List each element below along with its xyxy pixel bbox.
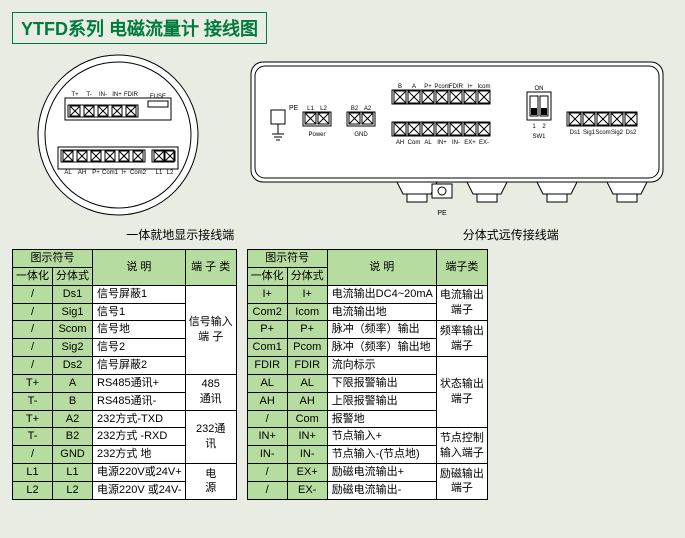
svg-text:AH: AH <box>396 140 404 146</box>
svg-text:Pcom: Pcom <box>435 84 450 90</box>
caption-left: 一体就地显示接线端 <box>126 226 234 243</box>
svg-text:EX-: EX- <box>479 140 489 146</box>
svg-text:IN-: IN- <box>99 92 107 98</box>
svg-text:L2: L2 <box>320 106 327 112</box>
svg-text:Scom: Scom <box>596 130 611 136</box>
svg-text:A2: A2 <box>364 106 372 112</box>
svg-text:L1: L1 <box>155 170 162 176</box>
svg-text:IN+: IN+ <box>112 92 122 98</box>
svg-text:L2: L2 <box>166 170 173 176</box>
svg-text:P+: P+ <box>424 84 432 90</box>
diagram-row: T+T-IN-IN+FDIRFUSE ALAHP+Com1I+Com2L1L2 … <box>12 50 673 220</box>
svg-text:P+: P+ <box>92 170 100 176</box>
svg-text:IN-: IN- <box>452 140 460 146</box>
diagram-integrated: T+ T- IN- IN+FDIR FUSE AL AH P+Com1I+Com2 L1 L2 <box>18 50 218 220</box>
svg-text:EX+: EX+ <box>464 140 476 146</box>
svg-text:ON: ON <box>535 86 544 92</box>
svg-text:T+: T+ <box>71 92 79 98</box>
svg-text:Power: Power <box>309 132 326 138</box>
svg-text:B2: B2 <box>351 106 359 112</box>
diagram-remote: PE Power L1 L2 GND B2 A2 B A P+PcomFDIR I+ Ico… <box>247 50 667 220</box>
svg-text:L1: L1 <box>307 106 314 112</box>
svg-text:B: B <box>398 84 402 90</box>
svg-text:PE: PE <box>289 105 299 112</box>
tables-row: 图示符号 说 明 端 子 类 一体化分体式/Ds1信号屏蔽1信号输入端 子/Si… <box>12 249 673 500</box>
svg-text:FDIR: FDIR <box>449 84 464 90</box>
svg-text:AL: AL <box>425 140 433 146</box>
svg-text:AH: AH <box>78 170 86 176</box>
svg-text:T-: T- <box>86 92 91 98</box>
svg-text:SW1: SW1 <box>533 134 547 140</box>
svg-text:Com1: Com1 <box>102 170 119 176</box>
svg-text:Sig2: Sig2 <box>611 130 624 136</box>
svg-text:Com: Com <box>408 140 421 146</box>
caption-right: 分体式远传接线端 <box>463 226 559 243</box>
svg-text:Com2: Com2 <box>130 170 147 176</box>
svg-text:A: A <box>412 84 416 90</box>
svg-text:I+: I+ <box>468 84 474 90</box>
svg-text:Ds2: Ds2 <box>626 130 637 136</box>
svg-text:FDIR: FDIR <box>124 92 139 98</box>
page-title: YTFD系列 电磁流量计 接线图 <box>12 12 267 44</box>
svg-text:PE: PE <box>438 210 448 217</box>
svg-text:Icom: Icom <box>478 84 491 90</box>
table-right: 图示符号 说 明 端子类 一体化分体式I+I+电流输出DC4~20mA电流输出端… <box>247 249 488 500</box>
table-left: 图示符号 说 明 端 子 类 一体化分体式/Ds1信号屏蔽1信号输入端 子/Si… <box>12 249 237 500</box>
svg-text:Ds1: Ds1 <box>570 130 581 136</box>
svg-text:GND: GND <box>355 132 369 138</box>
svg-text:FUSE: FUSE <box>150 94 166 100</box>
svg-text:I+: I+ <box>121 170 127 176</box>
svg-text:IN+: IN+ <box>437 140 447 146</box>
svg-text:AL: AL <box>64 170 72 176</box>
svg-text:Sig1: Sig1 <box>583 130 596 136</box>
